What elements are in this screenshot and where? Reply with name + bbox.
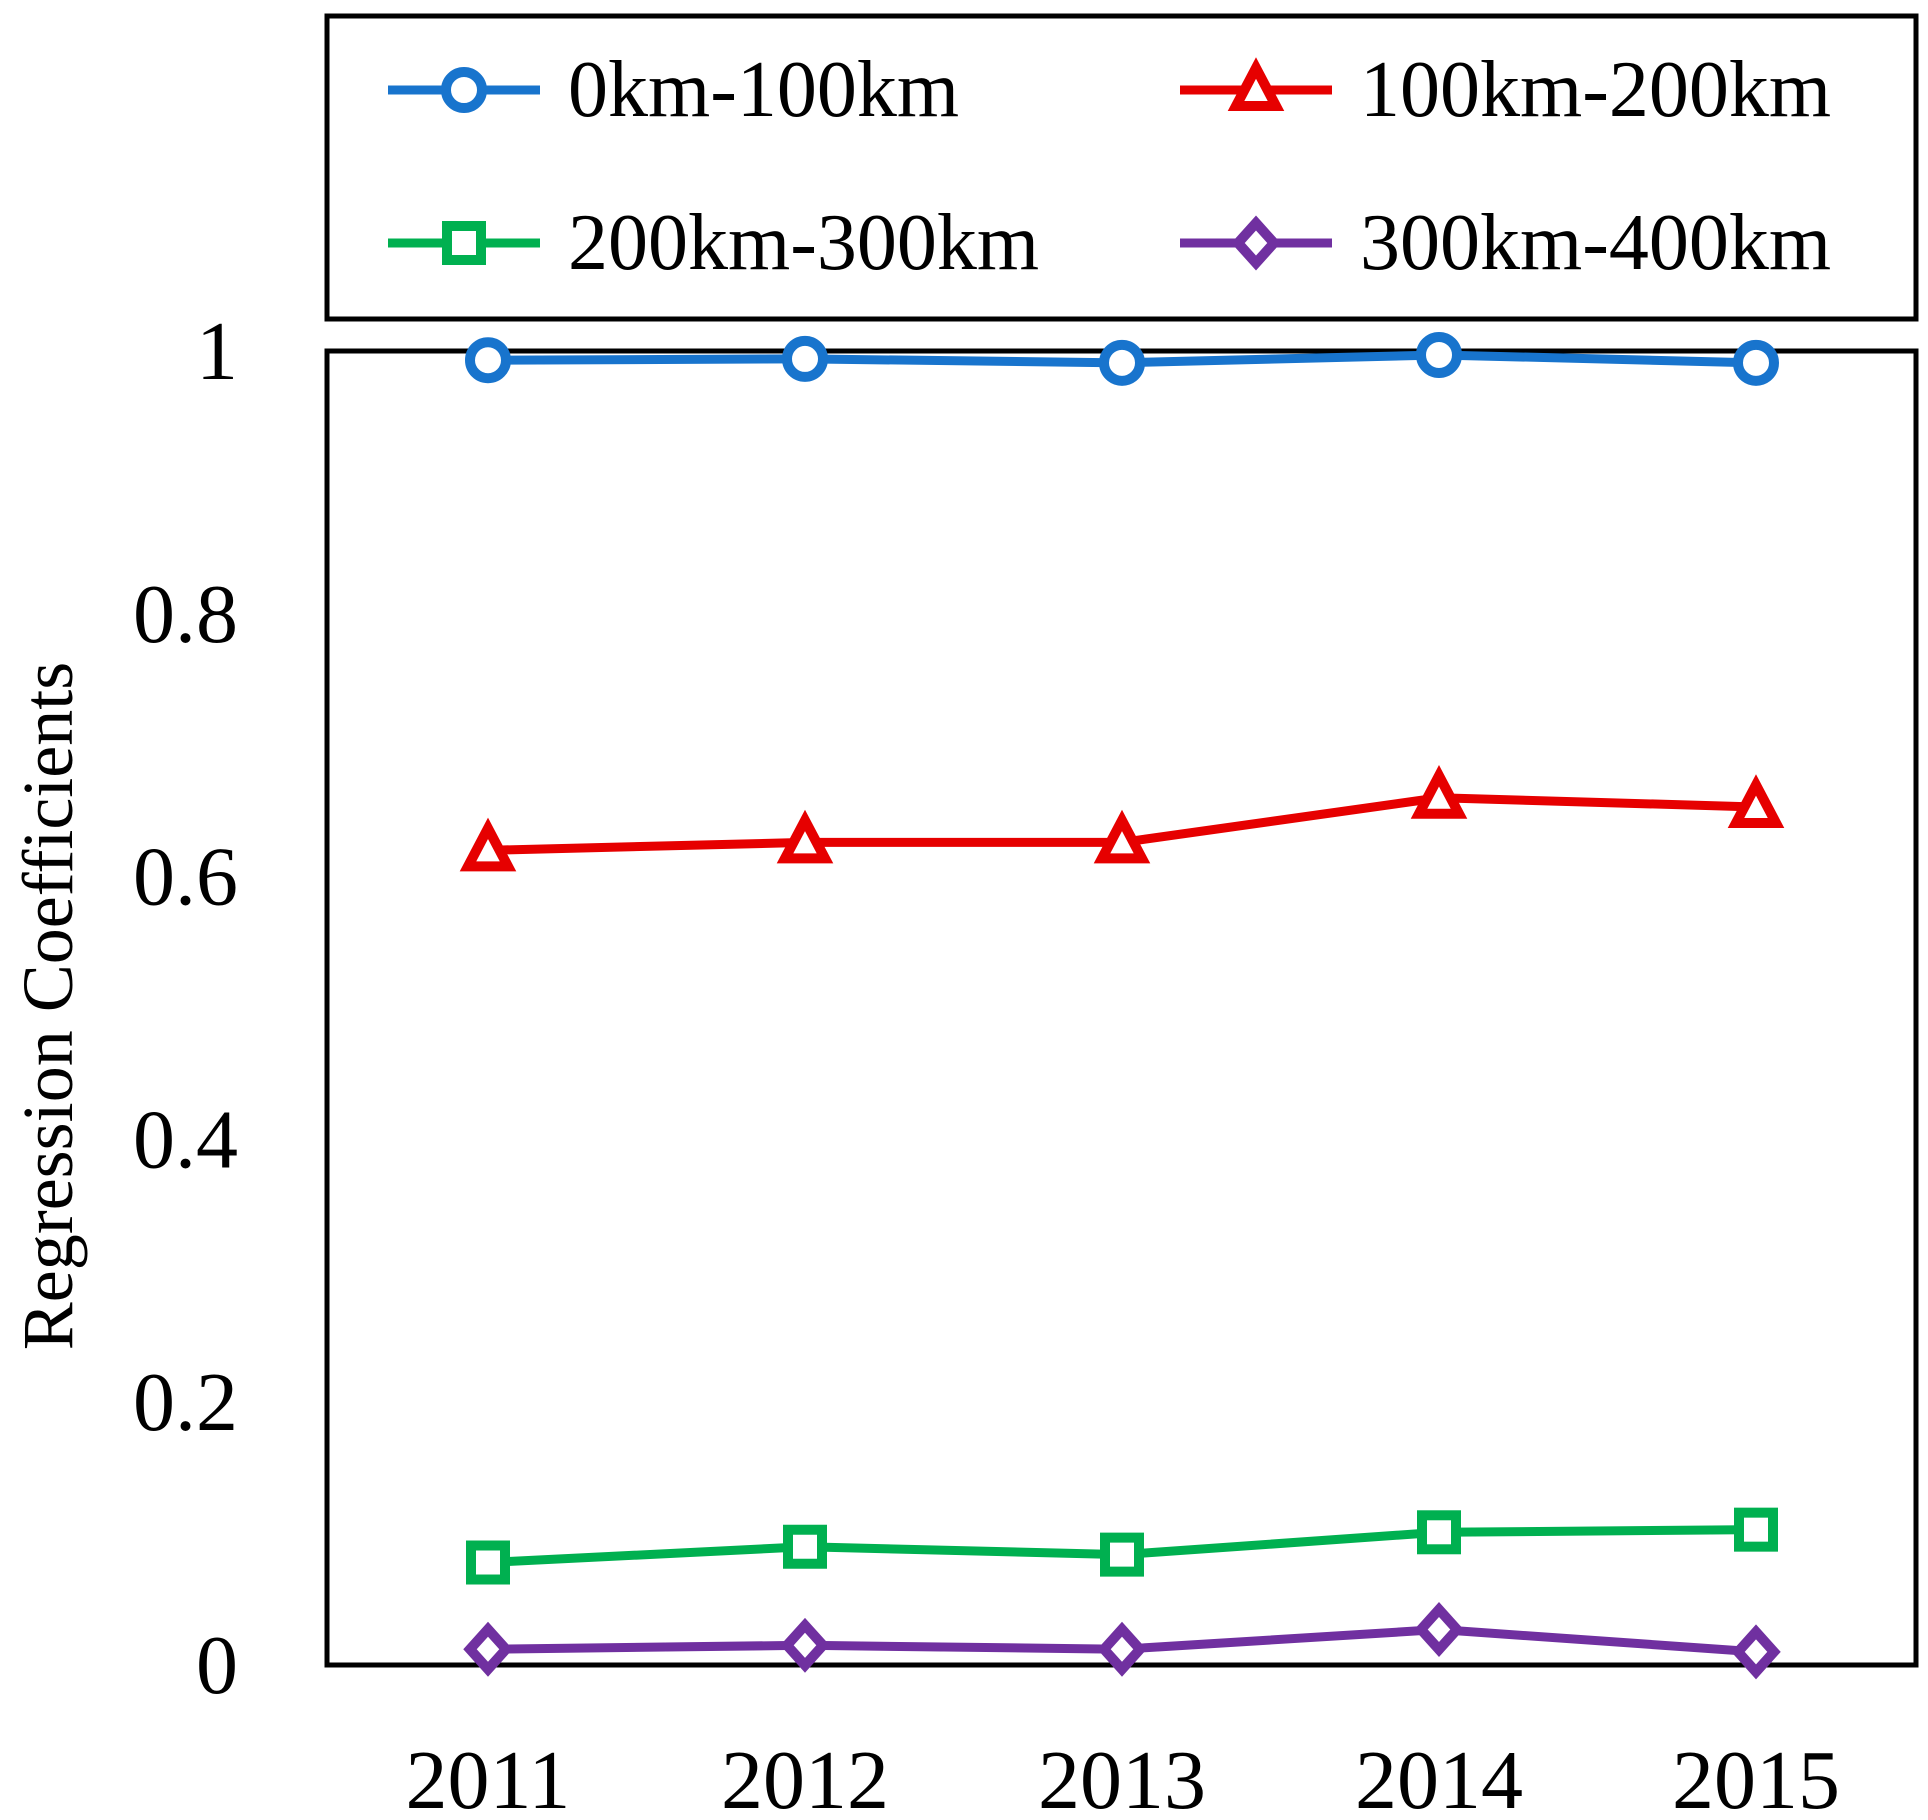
y-tick-label: 1 <box>196 305 238 398</box>
data-point <box>1093 809 1151 864</box>
y-tick-label: 0 <box>196 1619 238 1712</box>
y-tick-labels: 0 0.2 0.4 0.6 0.8 1 <box>133 305 238 1712</box>
legend-label: 200km-300km <box>568 199 1039 287</box>
plot-frame <box>324 348 1919 1668</box>
legend-marker <box>442 221 486 265</box>
legend-marker <box>1231 215 1281 271</box>
x-tick-label: 2012 <box>721 1734 889 1820</box>
data-point <box>1416 331 1462 378</box>
legend: 0km-100km 100km-200km 200km-300km 300km-400… <box>388 46 1831 287</box>
series-100km-200km <box>459 765 1785 872</box>
x-tick-label: 2014 <box>1355 1734 1523 1820</box>
data-point <box>1417 1510 1461 1555</box>
y-tick-label: 0.2 <box>133 1356 238 1449</box>
data-point <box>1410 765 1468 819</box>
data-point <box>465 337 511 384</box>
data-point <box>1727 774 1785 828</box>
x-tick-label: 2011 <box>406 1734 571 1820</box>
data-point <box>1733 339 1779 386</box>
legend-entry: 0km-100km <box>388 46 959 134</box>
data-point <box>780 1617 830 1673</box>
series-200km-300km <box>466 1507 1778 1585</box>
series-0km-100km <box>465 331 1779 386</box>
y-tick-label: 0.4 <box>133 1093 238 1186</box>
data-point <box>1099 339 1145 386</box>
legend-entry: 200km-300km <box>388 199 1039 287</box>
data-point <box>1097 1621 1147 1677</box>
data-point <box>1414 1602 1464 1657</box>
x-tick-label: 2015 <box>1672 1734 1840 1820</box>
legend-label: 100km-200km <box>1360 46 1831 134</box>
legend-label: 0km-100km <box>568 46 959 134</box>
legend-box <box>324 13 1919 322</box>
data-point <box>459 817 517 872</box>
series-layer <box>459 331 1785 1680</box>
legend-entry: 100km-200km <box>1180 46 1831 134</box>
data-point <box>776 809 834 864</box>
legend-marker <box>1227 57 1285 111</box>
data-point <box>783 1524 827 1569</box>
data-point <box>463 1621 513 1677</box>
y-axis-title: Regression Coefficients <box>8 662 88 1351</box>
data-point <box>1734 1507 1778 1552</box>
legend-marker <box>441 67 487 113</box>
data-point <box>782 335 828 382</box>
data-point <box>1731 1624 1781 1680</box>
legend-label: 300km-400km <box>1360 199 1831 287</box>
y-tick-label: 0.6 <box>133 831 238 924</box>
data-point <box>466 1540 510 1585</box>
y-tick-label: 0.8 <box>133 568 238 661</box>
series-300km-400km <box>463 1602 1781 1680</box>
data-point <box>1100 1532 1144 1577</box>
x-tick-label: 2013 <box>1038 1734 1206 1820</box>
legend-entry: 300km-400km <box>1180 199 1831 287</box>
x-tick-labels: 2011 2012 2013 2014 2015 <box>406 1734 1840 1820</box>
